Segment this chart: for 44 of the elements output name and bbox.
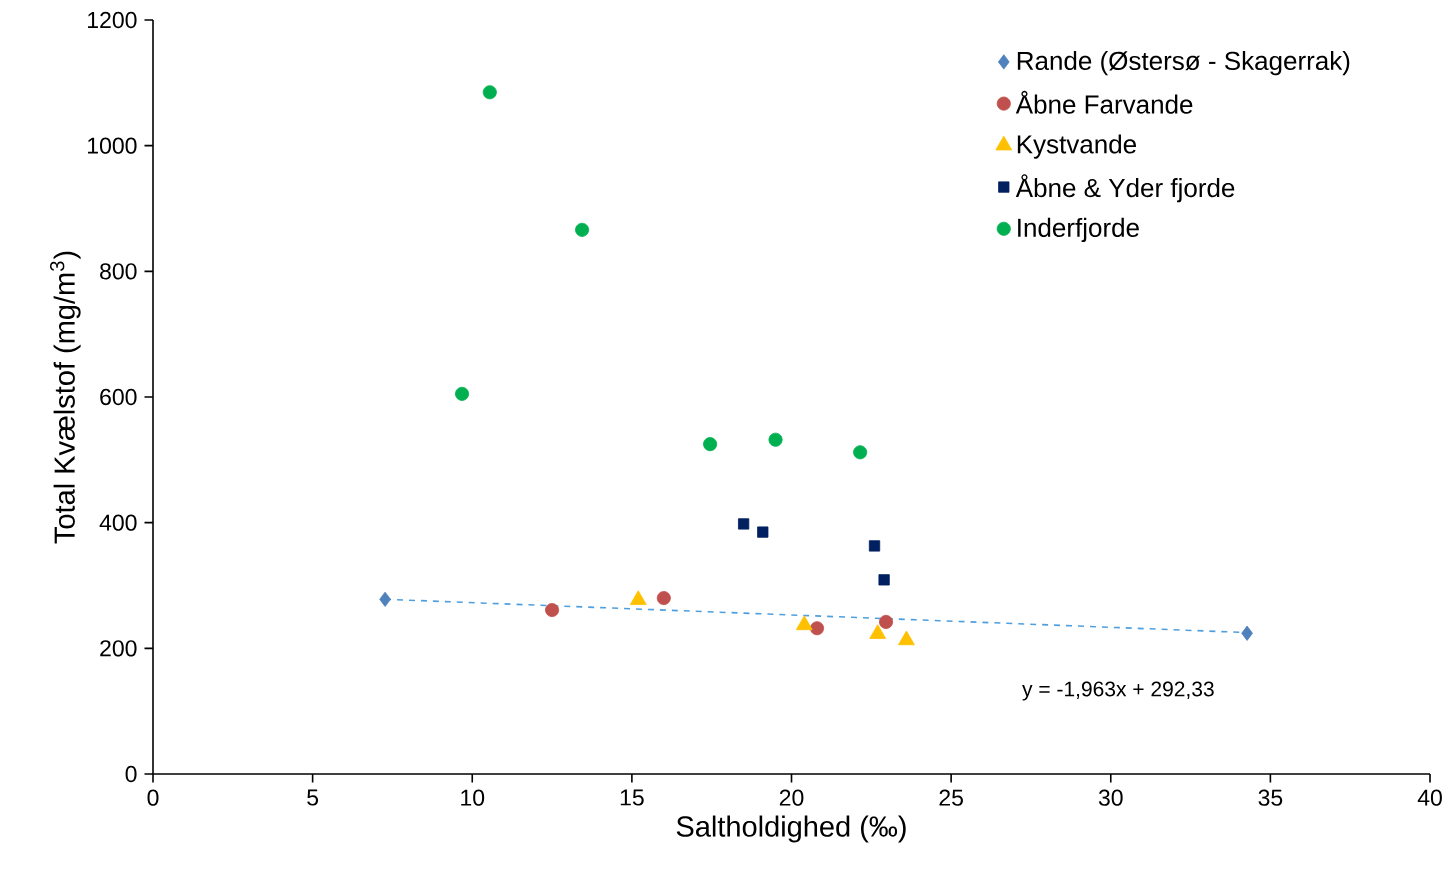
legend-label: Åbne & Yder fjorde [1015, 174, 1235, 203]
y-tick-label: 200 [100, 640, 137, 657]
x-tick-label: 25 [939, 789, 963, 806]
point [629, 590, 647, 605]
point [853, 445, 868, 460]
point [545, 603, 560, 617]
legend-label: Kystvande [1017, 134, 1136, 159]
y-tick-label: 600 [100, 388, 137, 406]
x-tick-label: 15 [620, 789, 644, 806]
legend-label: Åbne Farvande [1015, 90, 1193, 114]
point [738, 518, 750, 530]
point [575, 222, 590, 237]
point [810, 621, 825, 636]
y-tick-label: 800 [100, 263, 137, 280]
point [656, 591, 671, 606]
point [878, 574, 890, 586]
legend-label: Inderfjorde [1018, 217, 1139, 243]
point [455, 386, 470, 401]
y-axis-title: Total Kvælstof (mg/m$^{3}$) [49, 251, 81, 544]
y-tick-label: 400 [99, 514, 137, 531]
point [1241, 625, 1253, 641]
x-tick-label: 40 [1417, 789, 1442, 806]
point [757, 526, 769, 538]
point [898, 630, 915, 646]
legend-label: Rande (Østersø - Skagerrak) [1017, 50, 1350, 76]
x-tick-label: 0 [147, 789, 159, 806]
point [379, 591, 391, 607]
y-tick-label: 0 [125, 765, 137, 783]
point [869, 624, 887, 639]
y-tick-label: 1000 [88, 137, 137, 154]
point [868, 540, 881, 552]
y-tick-label: 1200 [88, 11, 137, 29]
x-axis-title: Saltholdighed (‰) [676, 815, 906, 843]
point [482, 85, 497, 100]
x-tick-label: 20 [779, 789, 804, 806]
x-tick-label: 30 [1098, 789, 1123, 806]
annotation: y = -1,963x + 292,33 [1022, 681, 1214, 701]
x-tick-label: 5 [307, 789, 319, 806]
point [768, 432, 783, 447]
point [795, 615, 813, 631]
x-tick-label: 10 [461, 789, 485, 806]
x-tick-label: 35 [1258, 789, 1283, 806]
point [703, 437, 718, 452]
point [879, 614, 894, 629]
